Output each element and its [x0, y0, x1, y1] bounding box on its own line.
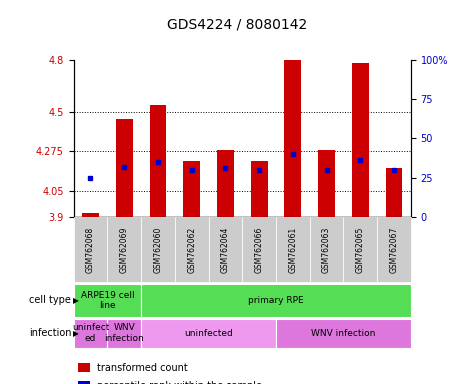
Text: GSM762061: GSM762061: [288, 227, 297, 273]
Text: uninfected: uninfected: [184, 329, 233, 338]
Text: WNV infection: WNV infection: [311, 329, 376, 338]
Bar: [352, 63, 369, 217]
Bar: [183, 161, 200, 217]
Text: cell type: cell type: [29, 295, 71, 306]
Text: GSM762069: GSM762069: [120, 227, 129, 273]
Text: primary RPE: primary RPE: [248, 296, 304, 305]
Text: GSM762063: GSM762063: [322, 227, 331, 273]
Text: uninfect
ed: uninfect ed: [72, 323, 109, 343]
Text: GSM762066: GSM762066: [255, 227, 264, 273]
Bar: [82, 214, 99, 217]
Text: GSM762064: GSM762064: [221, 227, 230, 273]
Text: ▶: ▶: [73, 329, 79, 338]
Bar: [318, 151, 335, 217]
Text: WNV
infection: WNV infection: [104, 323, 144, 343]
Bar: [116, 119, 133, 217]
Text: GSM762068: GSM762068: [86, 227, 95, 273]
Text: GSM762065: GSM762065: [356, 227, 365, 273]
Text: GSM762060: GSM762060: [153, 227, 162, 273]
Bar: [150, 105, 166, 217]
Text: transformed count: transformed count: [97, 363, 188, 373]
Text: ▶: ▶: [73, 296, 79, 305]
Bar: [285, 60, 301, 217]
Bar: [251, 161, 267, 217]
Text: GSM762067: GSM762067: [390, 227, 399, 273]
Bar: [386, 168, 402, 217]
Text: percentile rank within the sample: percentile rank within the sample: [97, 381, 262, 384]
Bar: [217, 151, 234, 217]
Text: GDS4224 / 8080142: GDS4224 / 8080142: [167, 17, 308, 31]
Text: ARPE19 cell
line: ARPE19 cell line: [81, 291, 134, 310]
Text: infection: infection: [29, 328, 71, 338]
Text: GSM762062: GSM762062: [187, 227, 196, 273]
